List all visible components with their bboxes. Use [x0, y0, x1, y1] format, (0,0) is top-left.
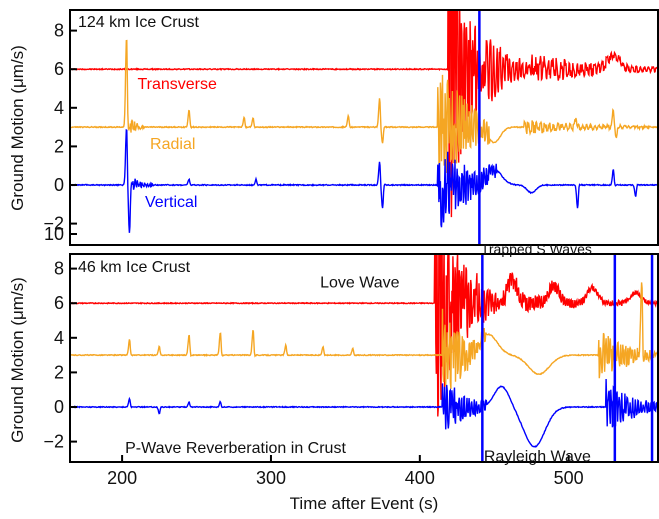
panel-46km-frame	[69, 253, 659, 463]
panel-46km-title: 46 km Ice Crust	[78, 259, 191, 276]
y-tick-label: −2	[43, 432, 64, 452]
panel-124km: −2 0 2 4 6 8 10 124 km Ice Crust Transverse Rad…	[8, 0, 659, 246]
x-tick-label: 300	[256, 468, 286, 488]
y-tick-label: 2	[54, 362, 64, 382]
y-tick-label: 10	[44, 224, 64, 244]
panel-46km-y-axis-label: Ground Motion (μm/s)	[8, 277, 27, 443]
panel-124km-title: 124 km Ice Crust	[78, 14, 199, 31]
panel-46km-annotations: Love Wave Trapped S Waves P-Wave Reverbera…	[125, 241, 592, 466]
annotation-label: Rayleigh Wave	[484, 448, 591, 465]
panel-124km-y-ticks: −2 0 2 4 6 8 10	[43, 0, 77, 234]
series-label: Radial	[150, 136, 195, 153]
panel-124km-y-axis-label: Ground Motion (μm/s)	[8, 45, 27, 211]
series-trace	[70, 378, 658, 448]
y-tick-label: 10	[44, 0, 64, 2]
y-tick-label: −2	[43, 214, 64, 234]
y-tick-label: 6	[54, 59, 64, 79]
x-tick-label: 500	[554, 468, 584, 488]
panel-124km-traces	[70, 10, 658, 245]
panel-46km-x-ticks: 200 300 400 500	[107, 455, 584, 488]
y-tick-label: 4	[54, 98, 64, 118]
y-tick-label: 8	[54, 21, 64, 41]
y-tick-label: 0	[54, 397, 64, 417]
annotation-label: P-Wave Reverberation in Crust	[125, 440, 346, 457]
y-tick-label: 6	[54, 293, 64, 313]
series-label: Vertical	[145, 194, 197, 211]
series-trace	[70, 128, 658, 233]
panel-46km-traces	[70, 254, 658, 462]
x-tick-label: 400	[405, 468, 435, 488]
series-label: Transverse	[137, 76, 217, 93]
x-tick-label: 200	[107, 468, 137, 488]
annotation-label: Trapped S Waves	[481, 241, 592, 257]
y-tick-label: 0	[54, 175, 64, 195]
series-trace	[70, 282, 658, 389]
y-tick-label: 4	[54, 328, 64, 348]
y-tick-label: 8	[54, 259, 64, 279]
series-trace	[70, 254, 658, 417]
series-trace	[70, 10, 658, 218]
x-axis-label: Time after Event (s)	[290, 494, 439, 513]
panel-124km-frame	[69, 9, 659, 246]
series-trace	[70, 39, 658, 197]
panel-124km-series-labels: Transverse Radial Vertical	[137, 76, 217, 211]
annotation-label: Love Wave	[320, 275, 400, 292]
y-tick-label: 2	[54, 136, 64, 156]
panel-46km: −2 0 2 4 6 8 10 200 300 400 500 46 km Ice Crust L…	[8, 224, 659, 488]
panel-46km-y-ticks: −2 0 2 4 6 8 10	[43, 224, 77, 452]
